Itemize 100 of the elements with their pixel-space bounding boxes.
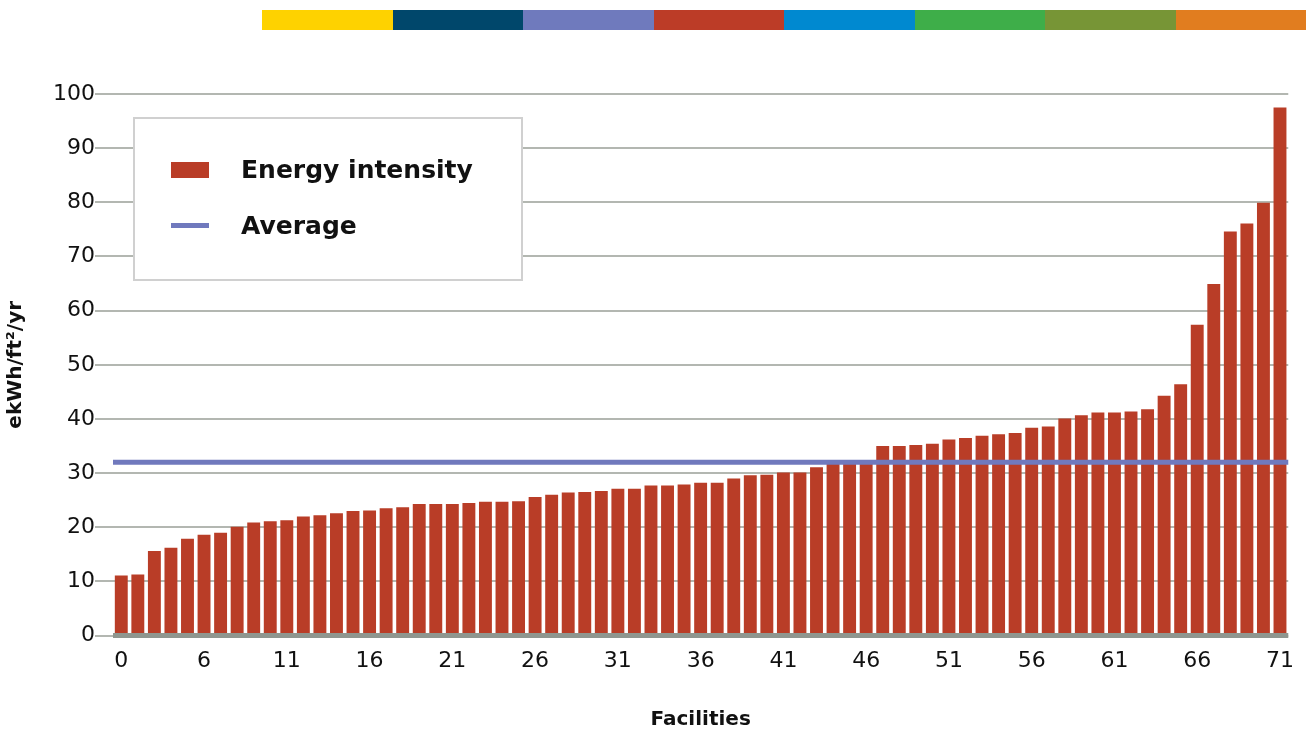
bar [1141,409,1155,635]
x-tick-label: 61 [1100,646,1129,672]
bar [1025,427,1039,635]
bar [843,462,857,635]
bar [876,446,890,635]
bar [992,434,1006,635]
bar [330,513,343,635]
y-tick-label: 100 [53,79,95,105]
x-tick-label: 26 [521,646,550,672]
bar [478,501,492,635]
x-tick-label: 31 [603,646,632,672]
bar [859,462,873,635]
bar [346,511,360,635]
bar [710,482,724,635]
y-tick-label: 40 [67,404,95,430]
bar [925,443,939,635]
bar [495,501,509,635]
bar [1124,411,1138,635]
bar [810,467,823,635]
bar [396,507,410,635]
x-tick-label: 46 [852,646,881,672]
bar [959,437,972,635]
bar [1240,223,1254,635]
bar [776,472,790,635]
bar [512,501,526,635]
bar [793,472,807,635]
bar [892,446,906,635]
bar [760,474,774,635]
bar [528,496,542,635]
bar [263,521,277,635]
x-tick-label: 21 [438,646,467,672]
y-axis-title: ekWh/ft²/yr [2,300,27,429]
y-tick-label: 60 [67,296,95,322]
bar [661,485,674,635]
bar [214,532,228,635]
bar [296,516,310,635]
bar [313,515,327,635]
x-tick-label: 51 [934,646,963,672]
bar [545,494,559,635]
bar [147,551,161,635]
bar [445,503,459,635]
bar [1223,231,1237,635]
y-tick-label: 20 [67,513,95,538]
bar [363,510,377,635]
bar [975,435,989,635]
bar [379,508,393,635]
legend-label: Energy intensity [241,155,473,184]
bar [909,444,923,635]
bar [181,538,194,635]
bar [1190,324,1204,635]
x-tick-label: 66 [1183,646,1212,672]
x-tick-label: 56 [1017,646,1046,672]
bar [1074,415,1088,635]
bar [727,478,741,635]
legend-label: Average [241,211,357,240]
x-tick-label: 41 [769,646,798,672]
bar [1174,384,1188,635]
y-tick-label: 80 [67,188,95,214]
bar [429,503,443,635]
y-tick-label: 50 [67,350,95,376]
bar [1008,433,1022,635]
bar [942,439,956,635]
bar [694,482,708,635]
x-tick-label: 6 [197,646,212,672]
y-tick-label: 30 [67,458,95,484]
bar [561,492,575,635]
bar [197,534,211,635]
bar [462,502,476,635]
x-axis-title: Facilities [650,706,751,731]
bar [578,492,592,635]
bar [594,490,608,635]
bar [1207,284,1221,635]
y-tick-label: 70 [67,242,95,268]
x-tick-label: 0 [114,646,129,672]
bar [644,485,658,635]
x-tick-label: 11 [272,646,301,672]
bar [1256,202,1270,635]
bar [1108,412,1121,635]
bar [627,488,641,635]
x-tick-label: 71 [1265,646,1294,672]
y-tick-label: 90 [67,133,95,159]
bar [1157,395,1171,635]
y-tick-label: 10 [67,567,95,593]
bar [131,574,145,635]
bar [247,522,261,635]
bar [826,463,840,635]
bar [1273,107,1287,635]
bar [230,526,244,635]
bar [114,575,128,635]
bar [1041,426,1055,635]
x-tick-label: 36 [686,646,715,672]
bar [164,547,178,635]
bar [677,484,691,635]
y-tick-label: 0 [81,621,95,647]
x-tick-label: 16 [355,646,384,672]
bar [611,488,625,635]
bar [1058,418,1072,635]
bar [412,503,426,635]
bar [743,475,757,635]
bar [280,520,294,635]
